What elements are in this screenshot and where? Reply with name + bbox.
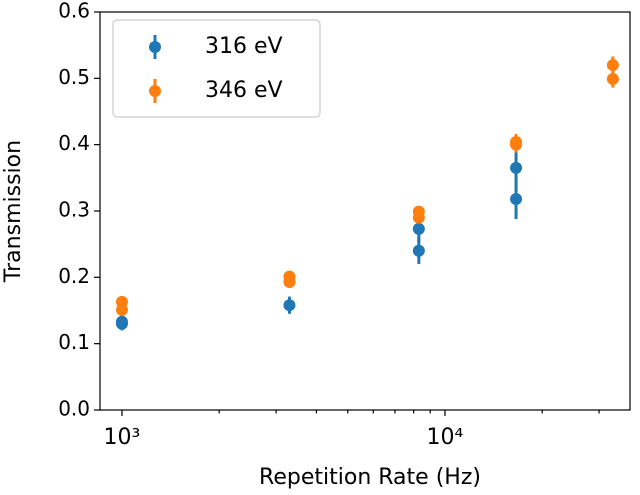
y-axis-label: Transmission [1,140,26,283]
y-tick-label: 0.4 [58,131,90,155]
x-tick-label: 10³ [104,425,141,450]
y-tick-label: 0.2 [58,264,90,288]
point [115,317,128,330]
point [412,222,425,235]
point [115,303,128,316]
point [412,211,425,224]
x-axis-label: Repetition Rate (Hz) [259,465,481,490]
y-tick-label: 0.3 [58,198,90,222]
legend-marker [149,85,161,97]
y-tick-label: 0.5 [58,65,90,89]
legend-marker [149,41,161,53]
point [283,275,296,288]
legend-label: 346 eV [205,78,283,103]
point [510,193,523,206]
point [606,59,619,72]
plot-frame [99,11,631,411]
point [510,161,523,174]
y-tick-label: 0.1 [58,330,90,354]
y-tick-label: 0.0 [58,397,90,421]
legend-box [112,19,321,118]
point [510,138,523,151]
y-tick-label: 0.6 [58,0,90,23]
point [606,72,619,85]
point [412,244,425,257]
point [283,299,296,312]
x-tick-label: 10⁴ [427,425,464,450]
legend-label: 316 eV [205,34,283,59]
